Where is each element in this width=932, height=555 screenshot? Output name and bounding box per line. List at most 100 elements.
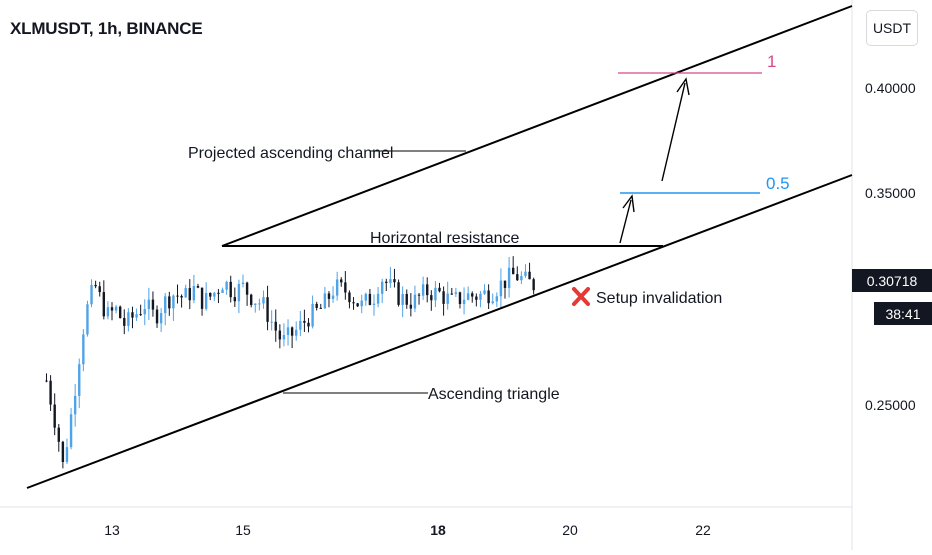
candle-up bbox=[143, 309, 146, 315]
label-projected-channel: Projected ascending channel bbox=[188, 145, 393, 162]
time-tick-label: 18 bbox=[430, 522, 446, 538]
candle-down bbox=[45, 380, 48, 382]
candle-down bbox=[245, 282, 249, 295]
candle-down bbox=[61, 441, 65, 463]
candle-down bbox=[151, 299, 155, 310]
candle-down bbox=[176, 295, 179, 297]
candle-up bbox=[483, 290, 486, 294]
time-tick-label: 15 bbox=[235, 522, 251, 538]
currency-unit-button[interactable]: USDT bbox=[866, 10, 918, 46]
candle-down bbox=[290, 327, 294, 336]
candle-up bbox=[184, 288, 187, 298]
arrow-to-1-shaft bbox=[661, 82, 686, 182]
candle-up bbox=[147, 299, 151, 310]
candle-up bbox=[520, 276, 523, 281]
candle-down bbox=[196, 286, 200, 288]
candle-up bbox=[491, 301, 494, 304]
candle-down bbox=[57, 427, 60, 442]
candle-down bbox=[438, 287, 441, 292]
time-tick-label: 13 bbox=[104, 522, 120, 538]
candle-down bbox=[340, 279, 343, 283]
candle-up bbox=[380, 281, 384, 294]
candle-up bbox=[413, 294, 417, 309]
label-setup-invalidation: Setup invalidation bbox=[596, 290, 722, 307]
candle-down bbox=[209, 292, 212, 297]
candle-up bbox=[421, 284, 425, 296]
candle-up bbox=[262, 297, 265, 304]
label-target-half: 0.5 bbox=[766, 174, 790, 193]
candle-up bbox=[311, 303, 314, 327]
candle-up bbox=[401, 293, 404, 305]
arrow-to-half-head bbox=[622, 194, 635, 213]
candle-up bbox=[172, 295, 175, 309]
candle-up bbox=[159, 313, 163, 324]
candle-up bbox=[372, 303, 376, 305]
candle-down bbox=[123, 318, 126, 326]
candle-down bbox=[278, 330, 282, 340]
candle-up bbox=[82, 334, 85, 365]
candle-down bbox=[139, 314, 142, 316]
label-ascending-triangle: Ascending triangle bbox=[428, 386, 560, 403]
candle-down bbox=[217, 292, 220, 294]
candle-up bbox=[241, 282, 245, 284]
label-horizontal-resistance: Horizontal resistance bbox=[370, 230, 520, 247]
channel-lower-line[interactable] bbox=[26, 174, 853, 489]
candle-down bbox=[118, 306, 122, 319]
candle-up bbox=[462, 299, 466, 304]
candle-up bbox=[295, 329, 298, 336]
candle-up bbox=[479, 293, 482, 300]
candle-up bbox=[360, 300, 363, 307]
time-tick-label: 20 bbox=[562, 522, 578, 538]
candle-down bbox=[229, 281, 232, 298]
candle-up bbox=[225, 281, 228, 290]
candle-up bbox=[90, 284, 93, 305]
price-tick-label: 0.40000 bbox=[865, 80, 916, 96]
candle-down bbox=[344, 282, 347, 293]
candle-up bbox=[73, 395, 77, 415]
candle-down bbox=[327, 293, 331, 299]
candle-down bbox=[307, 322, 310, 327]
candle-down bbox=[528, 271, 531, 280]
candle-down bbox=[393, 279, 396, 283]
candle-down bbox=[442, 291, 445, 304]
candle-down bbox=[450, 293, 453, 295]
candle-up bbox=[389, 279, 392, 284]
candle-up bbox=[258, 303, 261, 305]
candle-down bbox=[532, 279, 535, 291]
candle-down bbox=[110, 307, 114, 311]
candlestick-series bbox=[45, 256, 535, 469]
candle-down bbox=[303, 320, 306, 323]
candle-down bbox=[274, 321, 277, 331]
candle-up bbox=[323, 293, 327, 309]
candle-up bbox=[331, 295, 335, 299]
candle-down bbox=[409, 304, 413, 309]
candle-down bbox=[131, 312, 134, 318]
candle-up bbox=[204, 292, 208, 309]
candle-up bbox=[376, 293, 380, 304]
candle-down bbox=[352, 302, 355, 304]
candle-down bbox=[368, 293, 372, 305]
candle-down bbox=[49, 380, 52, 405]
candle-down bbox=[266, 297, 269, 322]
candle-up bbox=[434, 287, 437, 301]
channel-upper-line[interactable] bbox=[221, 5, 853, 247]
candle-down bbox=[319, 307, 322, 309]
candle-down bbox=[458, 292, 462, 304]
candle-up bbox=[135, 314, 138, 318]
candle-countdown-tag: 38:41 bbox=[874, 302, 932, 325]
label-target-1: 1 bbox=[767, 52, 776, 71]
candle-down bbox=[405, 293, 408, 305]
candle-down bbox=[315, 303, 318, 308]
drawings[interactable] bbox=[26, 5, 853, 489]
candle-down bbox=[516, 274, 519, 281]
candle-up bbox=[282, 334, 286, 340]
chart-title: XLMUSDT, 1h, BINANCE bbox=[10, 19, 203, 38]
candle-down bbox=[98, 286, 101, 293]
candle-up bbox=[335, 279, 339, 296]
candle-up bbox=[86, 304, 89, 335]
candle-up bbox=[78, 364, 81, 396]
candle-down bbox=[168, 296, 171, 309]
candle-up bbox=[221, 289, 224, 293]
